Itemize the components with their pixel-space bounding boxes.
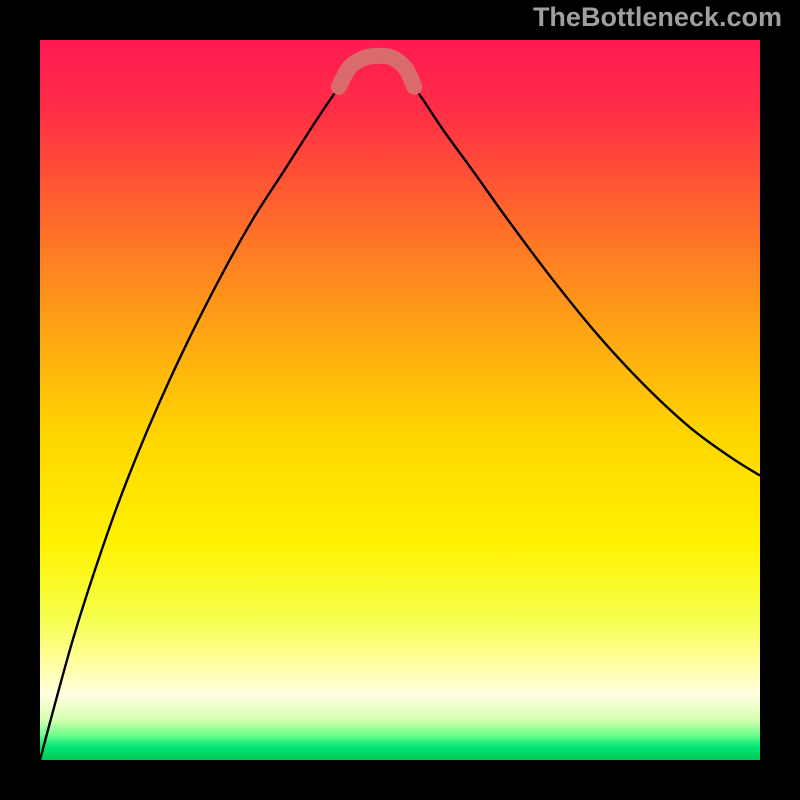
watermark-text: TheBottleneck.com xyxy=(533,2,782,33)
plot-svg xyxy=(40,40,760,760)
chart-stage: TheBottleneck.com xyxy=(0,0,800,800)
plot-area xyxy=(40,40,760,760)
plot-background xyxy=(40,40,760,760)
